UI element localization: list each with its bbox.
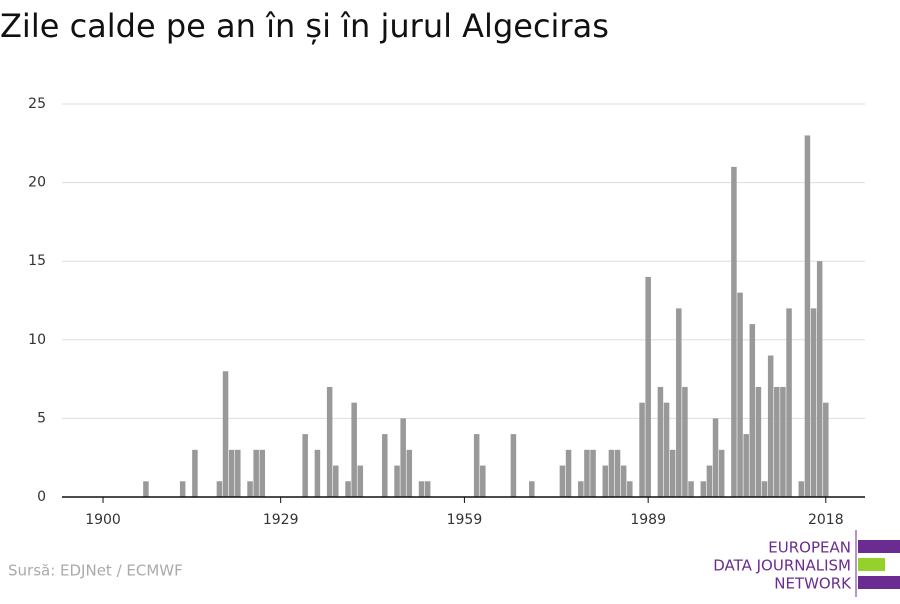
y-tick-label: 0: [37, 489, 46, 505]
y-tick-label: 15: [28, 253, 46, 269]
bar: [179, 481, 186, 497]
bar: [424, 481, 431, 497]
bar: [228, 449, 235, 497]
x-tick-label: 1989: [630, 512, 666, 528]
logo: EUROPEAN DATA JOURNALISM NETWORK: [713, 530, 900, 597]
y-tick-label: 5: [37, 410, 46, 426]
bar: [351, 402, 357, 497]
bar: [688, 481, 694, 497]
bar: [706, 465, 713, 497]
bar: [767, 355, 774, 497]
bar: [749, 324, 756, 497]
bar: [620, 465, 627, 497]
bar: [682, 386, 688, 497]
bar: [510, 434, 517, 497]
bar: [798, 481, 805, 497]
bar: [676, 308, 682, 497]
bar: [357, 465, 364, 497]
bar: [418, 481, 425, 497]
bar: [222, 371, 229, 497]
bar: [394, 465, 400, 497]
bar: [247, 481, 253, 497]
bar: [823, 402, 829, 497]
bar: [731, 166, 737, 497]
bar: [192, 449, 198, 497]
bar: [804, 135, 811, 497]
bar: [657, 386, 664, 497]
bar: [565, 449, 572, 497]
bar: [345, 481, 351, 497]
bar: [584, 449, 590, 497]
bar: [314, 449, 321, 497]
bar: [143, 481, 149, 497]
logo-bar: [858, 576, 900, 589]
x-tick-label: 1900: [85, 512, 121, 528]
logo-text: DATA JOURNALISM: [713, 557, 851, 575]
y-tick-label: 20: [28, 175, 46, 191]
bar: [216, 481, 223, 497]
bar: [761, 481, 768, 497]
bar: [755, 386, 762, 497]
bar: [406, 449, 413, 497]
bar: [302, 434, 308, 497]
bar: [235, 449, 241, 497]
source: Sursă: EDJNet / ECMWF: [8, 562, 183, 580]
bar: [259, 449, 266, 497]
bar: [700, 481, 707, 497]
logo-bar: [858, 558, 885, 571]
x-tick-label: 1929: [263, 512, 299, 528]
bar: [480, 465, 486, 497]
bar: [614, 449, 621, 497]
y-tick-label: 25: [28, 96, 46, 112]
x-tick-label: 1959: [447, 512, 483, 528]
logo-text: NETWORK: [774, 575, 852, 593]
bar: [326, 386, 333, 497]
bar: [400, 418, 406, 497]
bar: [737, 292, 743, 497]
bar: [743, 434, 749, 497]
bar: [333, 465, 339, 497]
bar: [810, 308, 817, 497]
bar: [590, 449, 596, 497]
bar: [718, 449, 725, 497]
bar: [382, 434, 388, 497]
bar: [608, 449, 615, 497]
bar: [529, 481, 535, 497]
bar: [578, 481, 584, 497]
bar: [253, 449, 259, 497]
logo-bar: [858, 540, 900, 553]
bar: [780, 386, 786, 497]
x-tick-label: 2018: [808, 512, 844, 528]
bar: [786, 308, 792, 497]
bar: [663, 402, 670, 497]
bar: [559, 465, 566, 497]
chart-title: Zile calde pe an în și în jurul Algecira…: [0, 7, 609, 45]
bar: [669, 449, 676, 497]
bar: [645, 276, 651, 497]
y-tick-label: 10: [28, 332, 46, 348]
bar: [639, 402, 645, 497]
bar: [602, 465, 609, 497]
bar: [774, 386, 780, 497]
logo-text: EUROPEAN: [768, 539, 851, 557]
bar: [627, 481, 633, 497]
bar: [816, 261, 823, 497]
bar: [712, 418, 719, 497]
bar: [473, 434, 480, 497]
